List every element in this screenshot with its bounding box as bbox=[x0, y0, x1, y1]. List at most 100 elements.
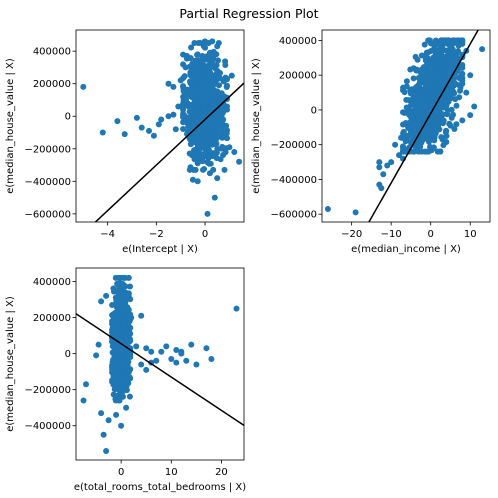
total-rooms-axes-frame bbox=[75, 267, 245, 461]
median-income-y-tick-label: −600000 bbox=[270, 210, 317, 221]
intercept-scatter-point bbox=[138, 124, 145, 131]
intercept-scatter-point bbox=[231, 149, 238, 155]
median-income-y-tick-label: −200000 bbox=[270, 140, 317, 151]
intercept-x-axis-label: e(Intercept | X) bbox=[122, 244, 198, 255]
median-income-cluster-point bbox=[432, 65, 439, 72]
median-income-cluster-point bbox=[445, 87, 452, 94]
total-rooms-cluster-point bbox=[110, 285, 117, 292]
median-income-cluster-point bbox=[428, 130, 435, 137]
total-rooms-scatter-point bbox=[138, 312, 145, 319]
intercept-cluster-point bbox=[195, 40, 202, 46]
median-income-cluster-point bbox=[436, 126, 443, 133]
median-income-scatter-point bbox=[404, 133, 410, 139]
intercept-axes-frame bbox=[75, 29, 245, 223]
median-income-cluster-point bbox=[442, 78, 449, 85]
intercept-cluster-point bbox=[200, 56, 207, 63]
intercept-scatter-point bbox=[182, 64, 189, 71]
intercept-x-tick-label: −4 bbox=[100, 229, 115, 240]
intercept-scatter-point bbox=[158, 116, 165, 123]
intercept-cluster-point bbox=[184, 86, 191, 93]
median-income-axes-frame bbox=[321, 29, 491, 223]
median-income-cluster-point bbox=[452, 54, 459, 61]
intercept-cluster-point bbox=[201, 166, 208, 172]
median-income-cluster-point bbox=[428, 57, 435, 64]
total-rooms-scatter-point bbox=[103, 292, 110, 299]
intercept-scatter-point bbox=[155, 121, 162, 128]
median-income-cluster-point bbox=[437, 44, 444, 51]
intercept-cluster-point bbox=[201, 106, 208, 113]
median-income-cluster-point bbox=[448, 106, 455, 113]
intercept-scatter-point bbox=[165, 80, 172, 87]
total-rooms-y-tick-label: −400000 bbox=[24, 421, 71, 432]
median-income-cluster-point bbox=[457, 64, 464, 71]
subplot-median-income: −20 −10 0 10 −600000 −400000 −200000 0 200000 400… bbox=[251, 29, 491, 255]
median-income-cluster-point bbox=[434, 121, 441, 128]
intercept-cluster-point bbox=[195, 71, 202, 78]
median-income-cluster-point bbox=[428, 89, 435, 96]
total-rooms-cluster-point bbox=[111, 359, 118, 366]
total-rooms-scatter-point bbox=[118, 422, 125, 429]
intercept-cluster-point bbox=[188, 114, 195, 121]
intercept-scatter-point bbox=[206, 170, 213, 177]
total-rooms-x-tick-label: 10 bbox=[165, 467, 178, 478]
intercept-scatter-point bbox=[189, 176, 196, 183]
intercept-cluster-point bbox=[199, 63, 206, 70]
total-rooms-scatter-point bbox=[193, 361, 200, 368]
median-income-cluster-point bbox=[447, 51, 454, 58]
median-income-cluster-point bbox=[452, 96, 459, 103]
median-income-cluster-point bbox=[403, 78, 410, 85]
intercept-cluster-point bbox=[213, 155, 220, 162]
median-income-cluster-point bbox=[400, 128, 407, 135]
total-rooms-x-tick-label: 0 bbox=[118, 467, 124, 478]
total-rooms-cluster-point bbox=[115, 274, 122, 281]
intercept-scatter-point bbox=[228, 72, 235, 79]
median-income-cluster-point bbox=[440, 142, 447, 149]
total-rooms-scatter-point bbox=[163, 343, 170, 350]
total-rooms-cluster-point bbox=[127, 283, 133, 290]
intercept-cluster-point bbox=[209, 126, 216, 133]
intercept-cluster-point bbox=[187, 55, 194, 62]
median-income-cluster-point bbox=[400, 109, 406, 116]
total-rooms-scatter-point bbox=[173, 347, 180, 353]
median-income-plot-area bbox=[324, 30, 486, 222]
intercept-cluster-point bbox=[224, 127, 230, 134]
median-income-cluster-point bbox=[402, 120, 409, 126]
median-income-scatter-point bbox=[451, 126, 458, 132]
intercept-cluster-point bbox=[181, 112, 188, 119]
intercept-cluster-point bbox=[194, 105, 201, 112]
intercept-scatter-point bbox=[133, 114, 140, 121]
total-rooms-scatter-point bbox=[103, 448, 110, 454]
median-income-cluster-point bbox=[445, 98, 452, 105]
total-rooms-fit-line bbox=[76, 313, 244, 427]
median-income-cluster-point bbox=[400, 143, 406, 150]
total-rooms-cluster-point bbox=[118, 281, 125, 288]
total-rooms-scatter-point bbox=[168, 356, 175, 362]
intercept-cluster-point bbox=[200, 128, 207, 135]
intercept-scatter-point bbox=[150, 132, 157, 139]
total-rooms-scatter-point bbox=[143, 366, 150, 373]
intercept-scatter-point bbox=[99, 129, 106, 136]
median-income-scatter-point bbox=[443, 133, 450, 139]
median-income-cluster-point bbox=[400, 147, 406, 154]
median-income-cluster-point bbox=[453, 121, 460, 128]
median-income-y-tick-label: 400000 bbox=[279, 36, 317, 47]
intercept-scatter-point bbox=[172, 126, 179, 133]
median-income-cluster-point bbox=[459, 80, 466, 87]
median-income-cluster-point bbox=[429, 100, 436, 107]
median-income-scatter-point bbox=[423, 84, 430, 91]
intercept-scatter-point bbox=[214, 175, 221, 182]
total-rooms-scatter-point bbox=[188, 341, 195, 348]
intercept-cluster-point bbox=[222, 62, 229, 68]
intercept-cluster-point bbox=[214, 112, 221, 119]
median-income-scatter-point bbox=[439, 136, 446, 143]
median-income-x-tick-label: −20 bbox=[341, 229, 362, 240]
total-rooms-cluster-point bbox=[110, 330, 117, 337]
median-income-cluster-point bbox=[421, 41, 428, 48]
intercept-cluster-point bbox=[181, 73, 188, 80]
total-rooms-scatter-point bbox=[208, 356, 215, 362]
total-rooms-scatter-point bbox=[158, 348, 165, 355]
intercept-scatter-point bbox=[194, 178, 201, 185]
intercept-cluster-point bbox=[210, 99, 216, 106]
median-income-scatter-point bbox=[423, 49, 430, 56]
